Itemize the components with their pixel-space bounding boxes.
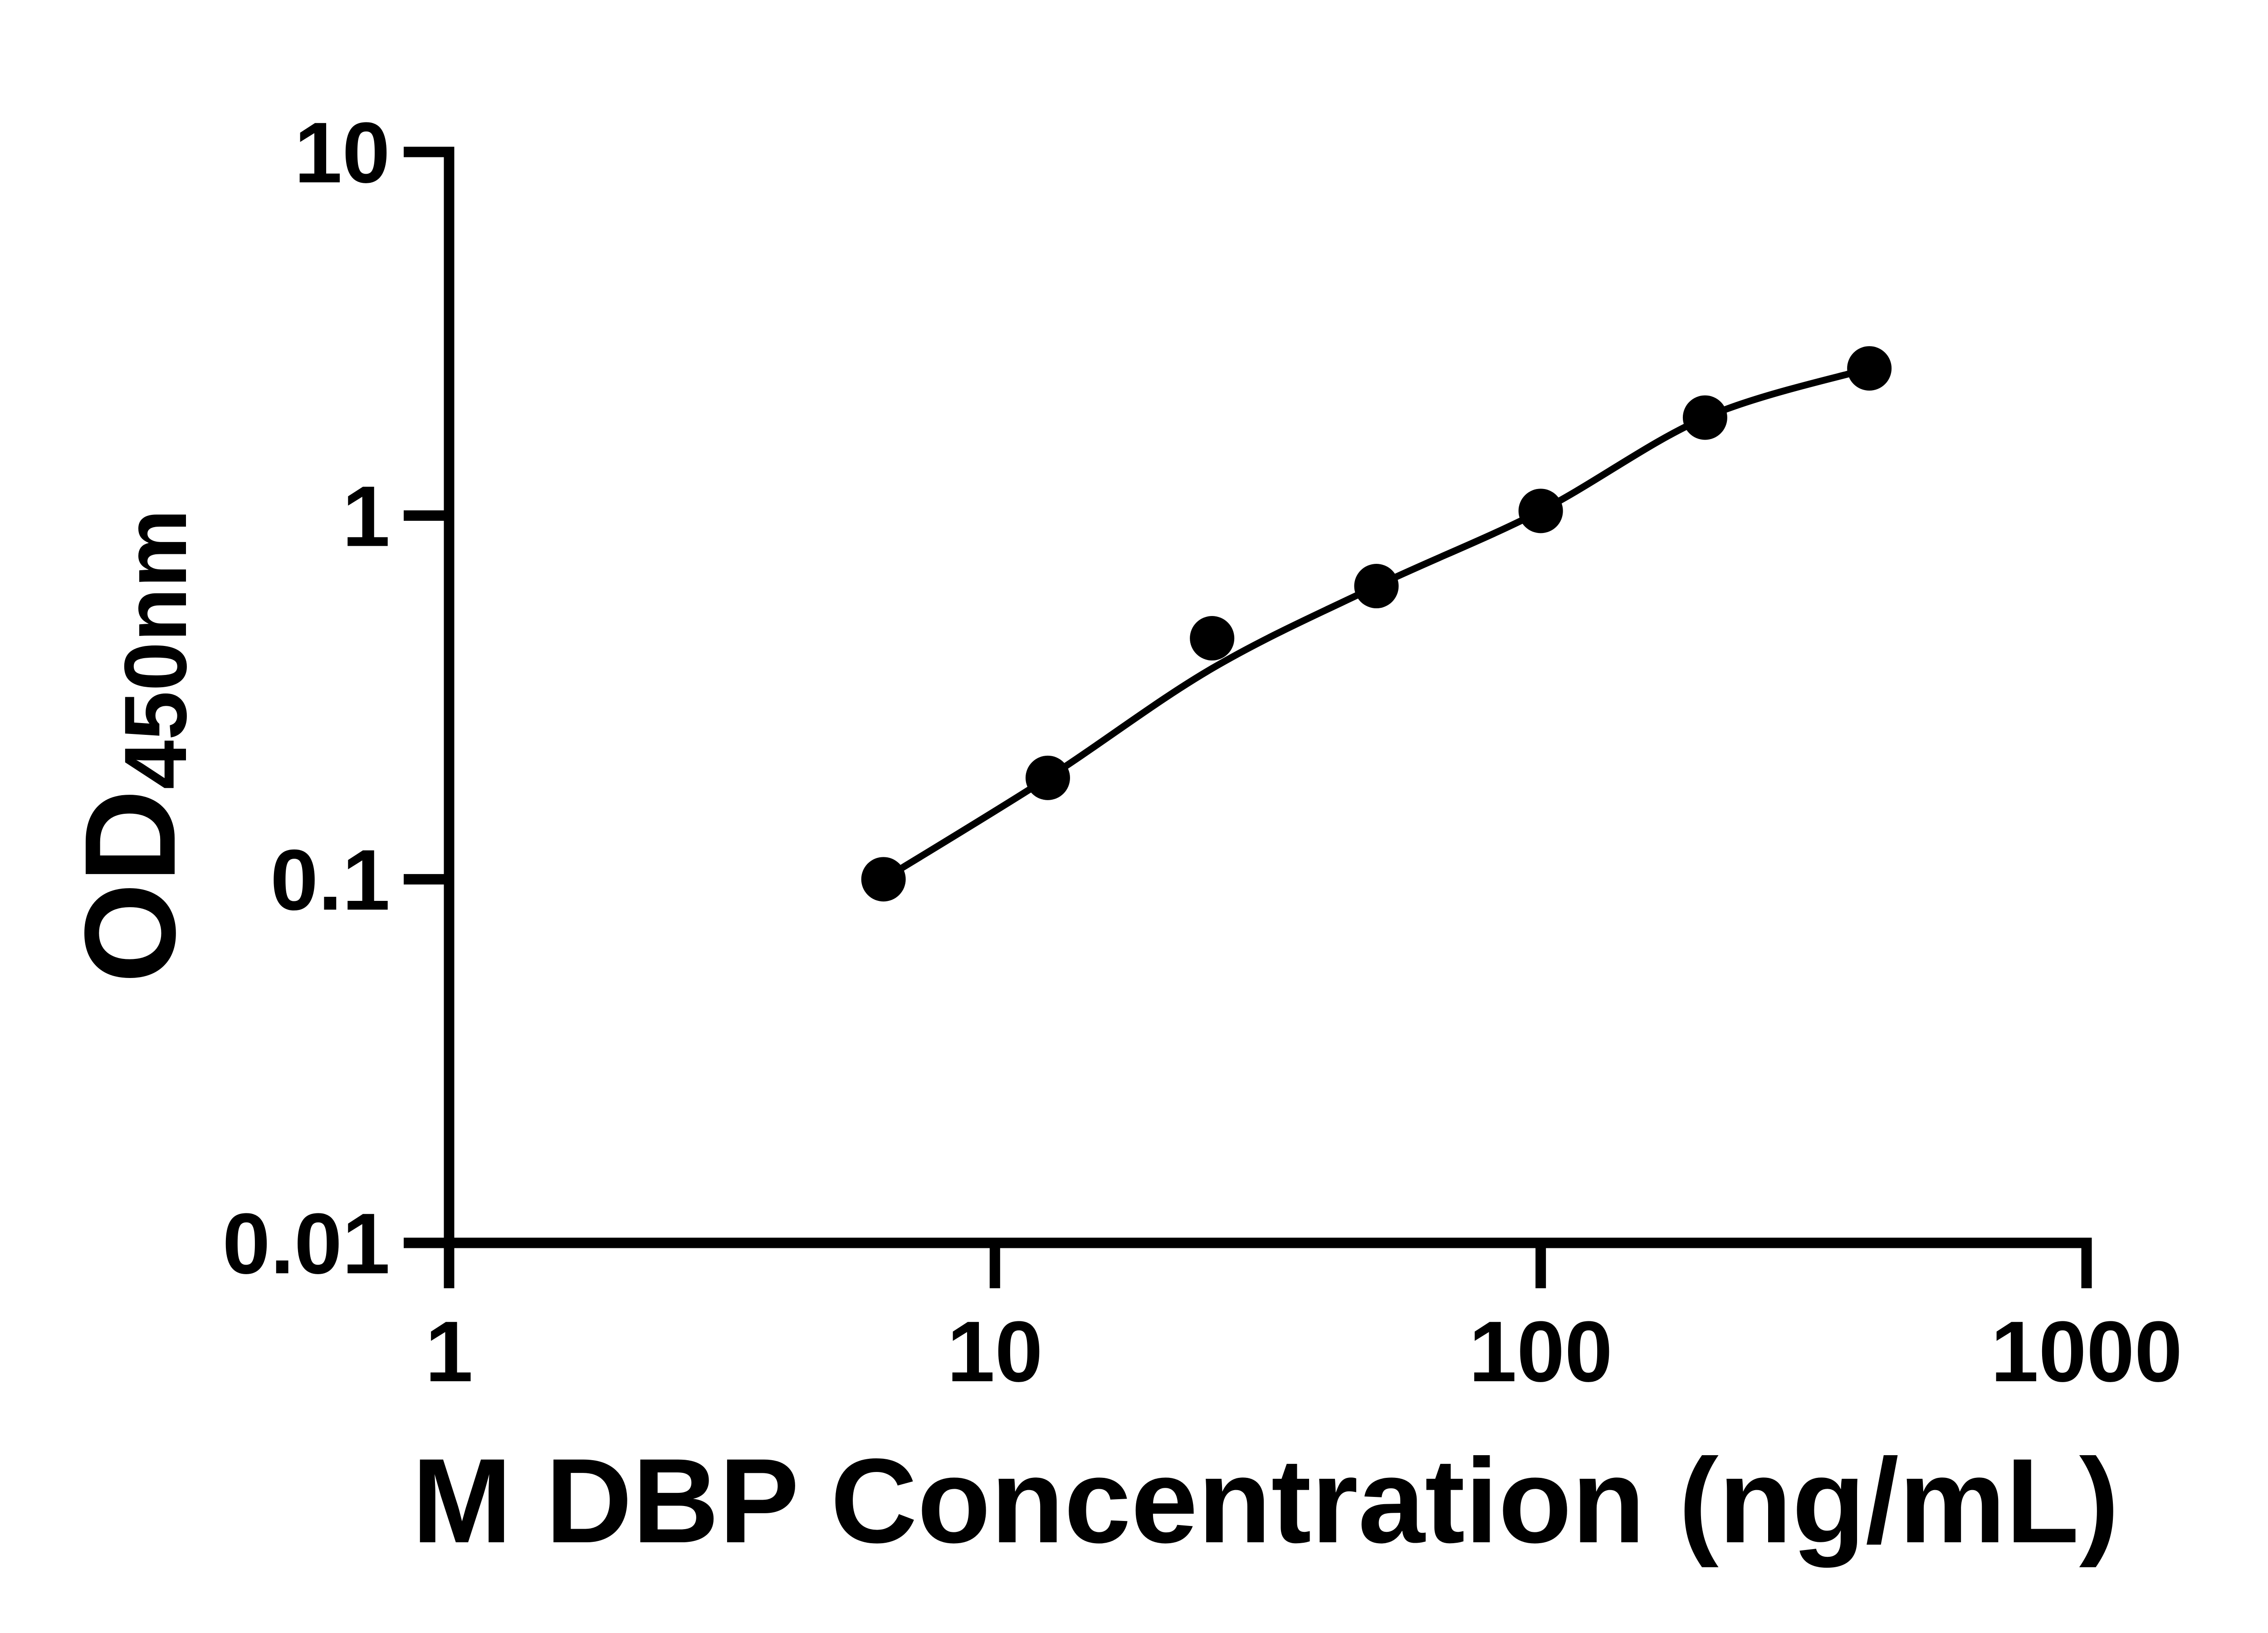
- y-tick-label: 1: [342, 469, 390, 565]
- data-point: [1354, 564, 1399, 609]
- y-axis-title-main: OD: [58, 789, 202, 983]
- x-axis-ticks: [444, 1243, 2092, 1288]
- x-axis-title: M DBP Concentration (ng/mL): [412, 1434, 2119, 1569]
- data-point: [1025, 755, 1070, 800]
- data-point: [861, 857, 906, 902]
- y-axis-title: OD450nm: [58, 509, 205, 983]
- x-tick-label: 10: [947, 1304, 1043, 1400]
- x-tick-label: 100: [1469, 1304, 1613, 1400]
- fit-curve: [880, 365, 1873, 883]
- y-tick-label: 0.1: [270, 832, 390, 928]
- data-point: [1518, 489, 1563, 533]
- y-tick-label: 0.01: [222, 1196, 390, 1292]
- data-points: [861, 346, 1892, 902]
- y-axis-title-subscript: 450nm: [106, 509, 205, 789]
- y-tick-label: 10: [294, 105, 390, 201]
- axes: 1 10 100 1000 0.01 0.1 1 10: [222, 105, 2182, 1400]
- data-point: [1190, 616, 1235, 661]
- y-axis-tick-labels: 0.01 0.1 1 10: [222, 105, 390, 1292]
- x-axis-tick-labels: 1 10 100 1000: [425, 1304, 2182, 1400]
- data-point: [1682, 395, 1727, 440]
- y-axis-ticks: [404, 147, 449, 1248]
- x-tick-label: 1000: [1991, 1304, 2183, 1400]
- data-point: [1847, 346, 1892, 391]
- x-tick-label: 1: [425, 1304, 473, 1400]
